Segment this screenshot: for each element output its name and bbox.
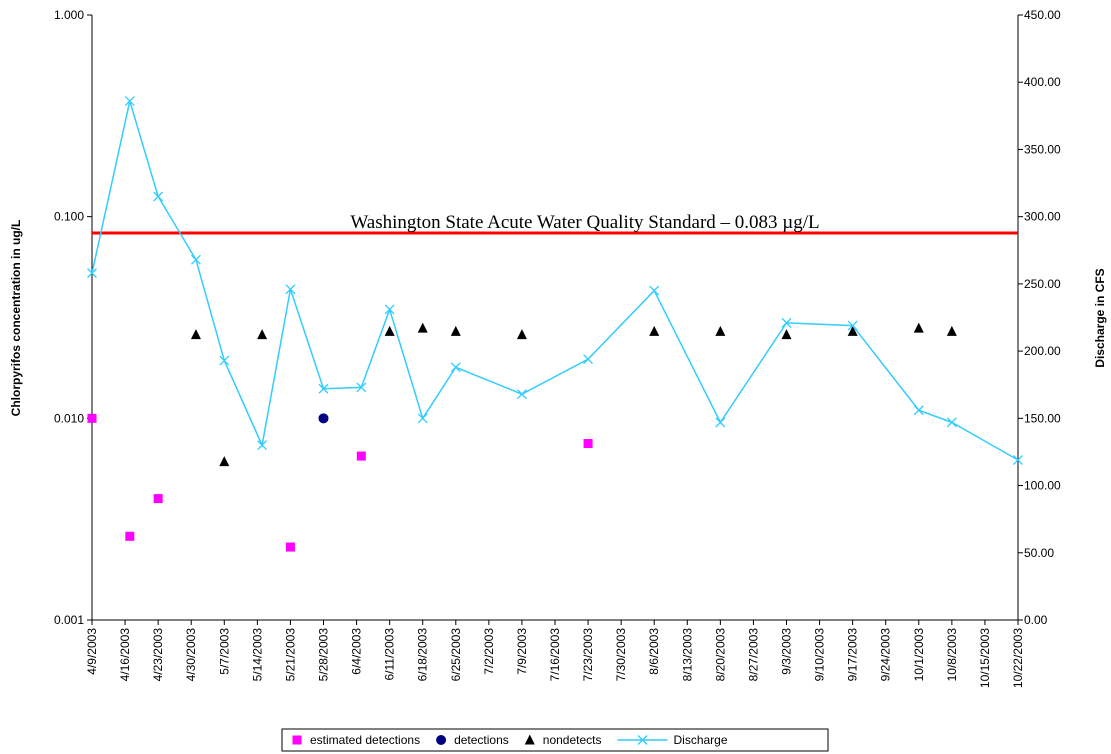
- series-line: [91, 100, 1019, 461]
- marker-triangle: [417, 322, 428, 333]
- x-tick-label: 5/21/2003: [283, 628, 297, 682]
- marker-square: [356, 451, 366, 461]
- y2-axis-title: Discharge in CFS: [1093, 268, 1107, 367]
- x-tick-label: 7/30/2003: [614, 628, 628, 682]
- marker-triangle: [649, 325, 660, 336]
- marker-square: [292, 735, 302, 745]
- marker-square: [87, 413, 97, 423]
- marker-x: [124, 96, 135, 107]
- x-tick-label: 8/27/2003: [746, 628, 760, 682]
- x-tick-label: 5/14/2003: [250, 628, 264, 682]
- marker-triangle: [219, 456, 230, 467]
- marker-x: [649, 285, 660, 296]
- marker-circle: [318, 413, 329, 424]
- y2-tick-label: 400.00: [1024, 75, 1061, 89]
- y2-tick-label: 50.00: [1024, 546, 1054, 560]
- x-tick-label: 9/3/2003: [780, 628, 794, 675]
- x-tick-label: 9/24/2003: [879, 628, 893, 682]
- marker-x: [257, 440, 268, 451]
- marker-triangle: [257, 329, 268, 340]
- x-tick-label: 10/1/2003: [912, 628, 926, 682]
- marker-triangle: [516, 329, 527, 340]
- y2-tick-label: 250.00: [1024, 277, 1061, 291]
- legend-box: [281, 728, 829, 752]
- legend-label: estimated detections: [310, 733, 420, 747]
- marker-triangle: [847, 325, 858, 336]
- x-tick-label: 6/18/2003: [416, 628, 430, 682]
- marker-square: [125, 531, 135, 541]
- x-tick-label: 4/9/2003: [85, 628, 99, 675]
- marker-circle: [436, 735, 447, 745]
- x-tick-label: 7/2/2003: [482, 628, 496, 675]
- marker-square: [153, 494, 163, 504]
- marker-triangle: [715, 325, 726, 336]
- legend-label: detections: [454, 733, 509, 747]
- x-tick-label: 6/4/2003: [350, 628, 364, 675]
- marker-x: [318, 383, 329, 394]
- legend-label: nondetects: [543, 733, 602, 747]
- x-tick-label: 4/30/2003: [184, 628, 198, 682]
- marker-triangle: [190, 329, 201, 340]
- marker-x: [384, 304, 395, 315]
- marker-triangle: [946, 325, 957, 336]
- marker-x: [847, 320, 858, 331]
- y2-tick-label: 350.00: [1024, 142, 1061, 156]
- x-tick-label: 10/22/2003: [1011, 628, 1025, 688]
- marker-x: [946, 417, 957, 428]
- y-tick-label: 0.010: [54, 411, 84, 425]
- x-tick-label: 6/11/2003: [383, 628, 397, 681]
- y2-tick-label: 300.00: [1024, 210, 1061, 224]
- x-tick-label: 10/8/2003: [945, 628, 959, 682]
- marker-triangle: [384, 325, 395, 336]
- marker-square: [285, 542, 295, 552]
- marker-triangle: [913, 322, 924, 333]
- marker-x: [1013, 455, 1023, 465]
- x-tick-label: 6/25/2003: [449, 628, 463, 682]
- x-tick-label: 9/17/2003: [846, 628, 860, 682]
- x-tick-label: 4/16/2003: [118, 628, 132, 682]
- x-tick-label: 9/10/2003: [813, 628, 827, 682]
- marker-triangle: [781, 329, 792, 340]
- marker-x: [285, 284, 296, 295]
- reference-label: Washington State Acute Water Quality Sta…: [350, 212, 819, 233]
- x-tick-label: 4/23/2003: [151, 628, 165, 682]
- marker-x: [637, 735, 648, 745]
- marker-square: [583, 439, 593, 449]
- marker-triangle: [524, 734, 535, 745]
- marker-x: [913, 405, 924, 416]
- x-tick-label: 5/7/2003: [217, 628, 231, 675]
- marker-x: [583, 354, 594, 365]
- marker-x: [153, 191, 164, 202]
- y2-tick-label: 200.00: [1024, 344, 1061, 358]
- x-tick-label: 7/16/2003: [548, 628, 562, 682]
- y-tick-label: 1.000: [54, 8, 84, 22]
- x-tick-label: 8/6/2003: [647, 628, 661, 675]
- y2-tick-label: 150.00: [1024, 411, 1061, 425]
- y-tick-label: 0.100: [54, 210, 84, 224]
- x-tick-label: 8/20/2003: [713, 628, 727, 682]
- y-tick-label: 0.001: [54, 613, 84, 627]
- legend-label: Discharge: [673, 733, 727, 747]
- marker-x: [356, 382, 367, 393]
- marker-x: [87, 268, 97, 279]
- marker-x: [715, 417, 726, 428]
- x-tick-label: 8/13/2003: [680, 628, 694, 682]
- marker-x: [190, 254, 201, 265]
- marker-triangle: [450, 325, 461, 336]
- y2-tick-label: 100.00: [1024, 479, 1061, 493]
- marker-x: [450, 362, 461, 373]
- x-tick-label: 5/28/2003: [317, 628, 331, 682]
- x-tick-label: 7/23/2003: [581, 628, 595, 682]
- marker-x: [781, 317, 792, 328]
- x-tick-label: 7/9/2003: [515, 628, 529, 675]
- marker-x: [219, 355, 230, 366]
- y2-tick-label: 0.00: [1024, 613, 1048, 627]
- y2-tick-label: 450.00: [1024, 8, 1061, 22]
- marker-x: [516, 389, 527, 400]
- marker-x: [417, 413, 428, 424]
- y-axis-title: Chlorpyrifos concentration in ug/L: [9, 220, 23, 417]
- x-tick-label: 10/15/2003: [978, 628, 992, 688]
